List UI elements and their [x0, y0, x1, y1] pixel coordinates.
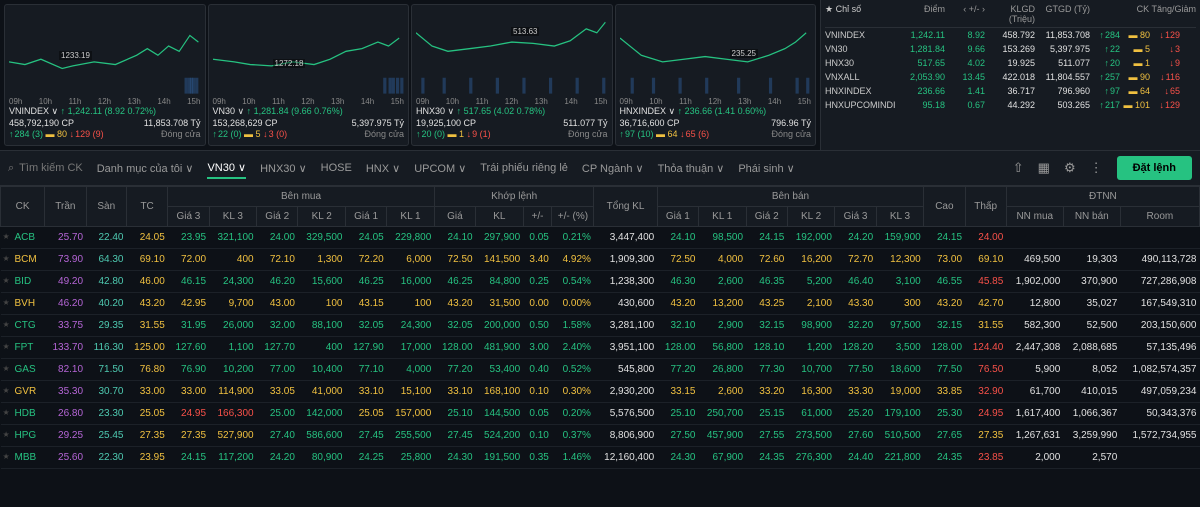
symbol[interactable]: BID — [1, 271, 45, 293]
tab-CP Ngành[interactable]: CP Ngành ∨ — [582, 159, 644, 178]
table-row[interactable]: GAS 82.10 71.50 76.80 76.9010,200 77.001… — [1, 359, 1200, 381]
table-row[interactable]: BVH 46.20 40.20 43.20 42.959,700 43.0010… — [1, 293, 1200, 315]
index-row[interactable]: VNXALL 2,053.90 13.45 422.018 11,804.557… — [825, 70, 1196, 84]
symbol[interactable]: GVR — [1, 381, 45, 403]
chart-HNXINDEX[interactable]: 235.25 09h10h11h12h13h14h15h HNXINDEX ∨ … — [615, 4, 817, 146]
symbol[interactable]: HDB — [1, 403, 45, 425]
index-panel: ★ Chỉ số Điểm ‹ +/- › KLGD (Triệu) GTGD … — [820, 0, 1200, 150]
index-row[interactable]: HNXUPCOMINDI 95.18 0.67 44.292 503.265 2… — [825, 98, 1196, 112]
tab-Danh mục của tôi[interactable]: Danh mục của tôi ∨ — [97, 159, 194, 178]
tab-HOSE[interactable]: HOSE — [321, 159, 352, 177]
tab-Thỏa thuận[interactable]: Thỏa thuận ∨ — [658, 159, 725, 178]
symbol[interactable]: MBB — [1, 447, 45, 469]
table-row[interactable]: ACB 25.70 22.40 24.05 23.95321,100 24.00… — [1, 227, 1200, 249]
table-row[interactable]: HDB 26.80 23.30 25.05 24.95166,300 25.00… — [1, 403, 1200, 425]
symbol[interactable]: CTG — [1, 315, 45, 337]
symbol[interactable]: HPG — [1, 425, 45, 447]
symbol[interactable]: BCM — [1, 249, 45, 271]
tab-UPCOM[interactable]: UPCOM ∨ — [414, 159, 466, 178]
index-row[interactable]: HNXINDEX 236.66 1.41 36.717 796.960 97 ▬… — [825, 84, 1196, 98]
table-row[interactable]: HPG 29.25 25.45 27.35 27.35527,900 27.40… — [1, 425, 1200, 447]
table-row[interactable]: GVR 35.30 30.70 33.00 33.00114,900 33.05… — [1, 381, 1200, 403]
table-row[interactable]: FPT 133.70 116.30 125.00 127.601,100 127… — [1, 337, 1200, 359]
tab-VN30[interactable]: VN30 ∨ — [207, 158, 246, 179]
more-icon[interactable]: ⋮ — [1090, 160, 1103, 176]
gear-icon[interactable]: ⚙ — [1064, 160, 1076, 176]
tab-HNX30[interactable]: HNX30 ∨ — [260, 159, 307, 178]
symbol[interactable]: FPT — [1, 337, 45, 359]
order-button[interactable]: Đặt lệnh — [1117, 156, 1192, 180]
table-row[interactable]: BCM 73.90 64.30 69.10 72.00400 72.101,30… — [1, 249, 1200, 271]
tab-HNX[interactable]: HNX ∨ — [366, 159, 400, 178]
chart-VN30[interactable]: 1272.18 09h10h11h12h13h14h15h VN30 ∨ ↑ 1… — [208, 4, 410, 146]
table-row[interactable]: MBB 25.60 22.30 23.95 24.15117,200 24.20… — [1, 447, 1200, 469]
search-icon: ⌕ — [8, 162, 14, 175]
tab-Trái phiếu riêng lẻ[interactable]: Trái phiếu riêng lẻ — [480, 159, 568, 177]
index-row[interactable]: VN30 1,281.84 9.66 153.269 5,397.975 22 … — [825, 42, 1196, 56]
search-input[interactable]: ⌕ Tìm kiếm CK — [8, 162, 83, 175]
chart-HNX30[interactable]: 513.63 09h10h11h12h13h14h15h HNX30 ∨ ↑ 5… — [411, 4, 613, 146]
table-row[interactable]: CTG 33.75 29.35 31.55 31.9526,000 32.008… — [1, 315, 1200, 337]
index-row[interactable]: HNX30 517.65 4.02 19.925 511.077 20 ▬ 1 … — [825, 56, 1196, 70]
grid-icon[interactable]: ▦ — [1038, 160, 1050, 176]
table-row[interactable]: BID 49.20 42.80 46.00 46.1524,300 46.201… — [1, 271, 1200, 293]
upload-icon[interactable]: ⇧ — [1013, 160, 1024, 176]
symbol[interactable]: GAS — [1, 359, 45, 381]
toolbar: ⌕ Tìm kiếm CK Danh mục của tôi ∨ VN30 ∨ HN… — [0, 150, 1200, 186]
index-row[interactable]: VNINDEX 1,242.11 8.92 458.792 11,853.708… — [825, 28, 1196, 42]
symbol[interactable]: BVH — [1, 293, 45, 315]
chart-VNINDEX[interactable]: 1233.19 09h10h11h12h13h14h15h VNINDEX ∨ … — [4, 4, 206, 146]
tab-Phái sinh[interactable]: Phái sinh ∨ — [738, 159, 794, 178]
stock-table: CK Trần Sàn TC Bên mua Khớp lệnh Tổng KL… — [0, 186, 1200, 469]
symbol[interactable]: ACB — [1, 227, 45, 249]
